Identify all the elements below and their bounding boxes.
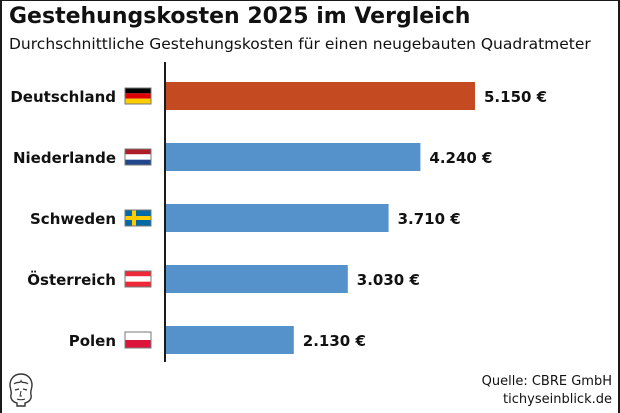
flag-de-icon [124,87,152,105]
bar-deutschland [166,82,475,110]
footer: Quelle: CBRE GmbH tichyseinblick.de [482,373,612,409]
category-label-schweden: Schweden [30,210,116,228]
value-label-niederlande: 4.240 € [429,149,492,167]
flag-pl-icon [124,331,152,349]
value-label-schweden: 3.710 € [398,210,461,228]
flag-nl-icon [124,148,152,166]
site-label: tichyseinblick.de [503,392,612,407]
flag-se-icon [124,209,152,227]
category-label-oesterreich: Österreich [27,270,116,289]
bar-niederlande [166,143,421,171]
value-label-polen: 2.130 € [303,332,366,350]
bar-polen [166,326,294,354]
logo-icon [6,372,36,412]
category-label-niederlande: Niederlande [13,149,116,167]
bars-group: Deutschland 5.150 € Niederlande 4.240 € Schw… [10,82,547,354]
source-label: Quelle: CBRE GmbH [481,374,612,389]
chart-title: Gestehungskosten 2025 im Vergleich [9,4,471,29]
category-label-polen: Polen [69,332,116,350]
value-label-deutschland: 5.150 € [484,88,547,106]
value-label-oesterreich: 3.030 € [357,271,420,289]
category-label-deutschland: Deutschland [10,88,116,106]
bar-schweden [166,204,389,232]
flag-at-icon [124,270,152,288]
bar-oesterreich [166,265,348,293]
chart-subtitle: Durchschnittliche Gestehungskosten für e… [9,35,591,53]
